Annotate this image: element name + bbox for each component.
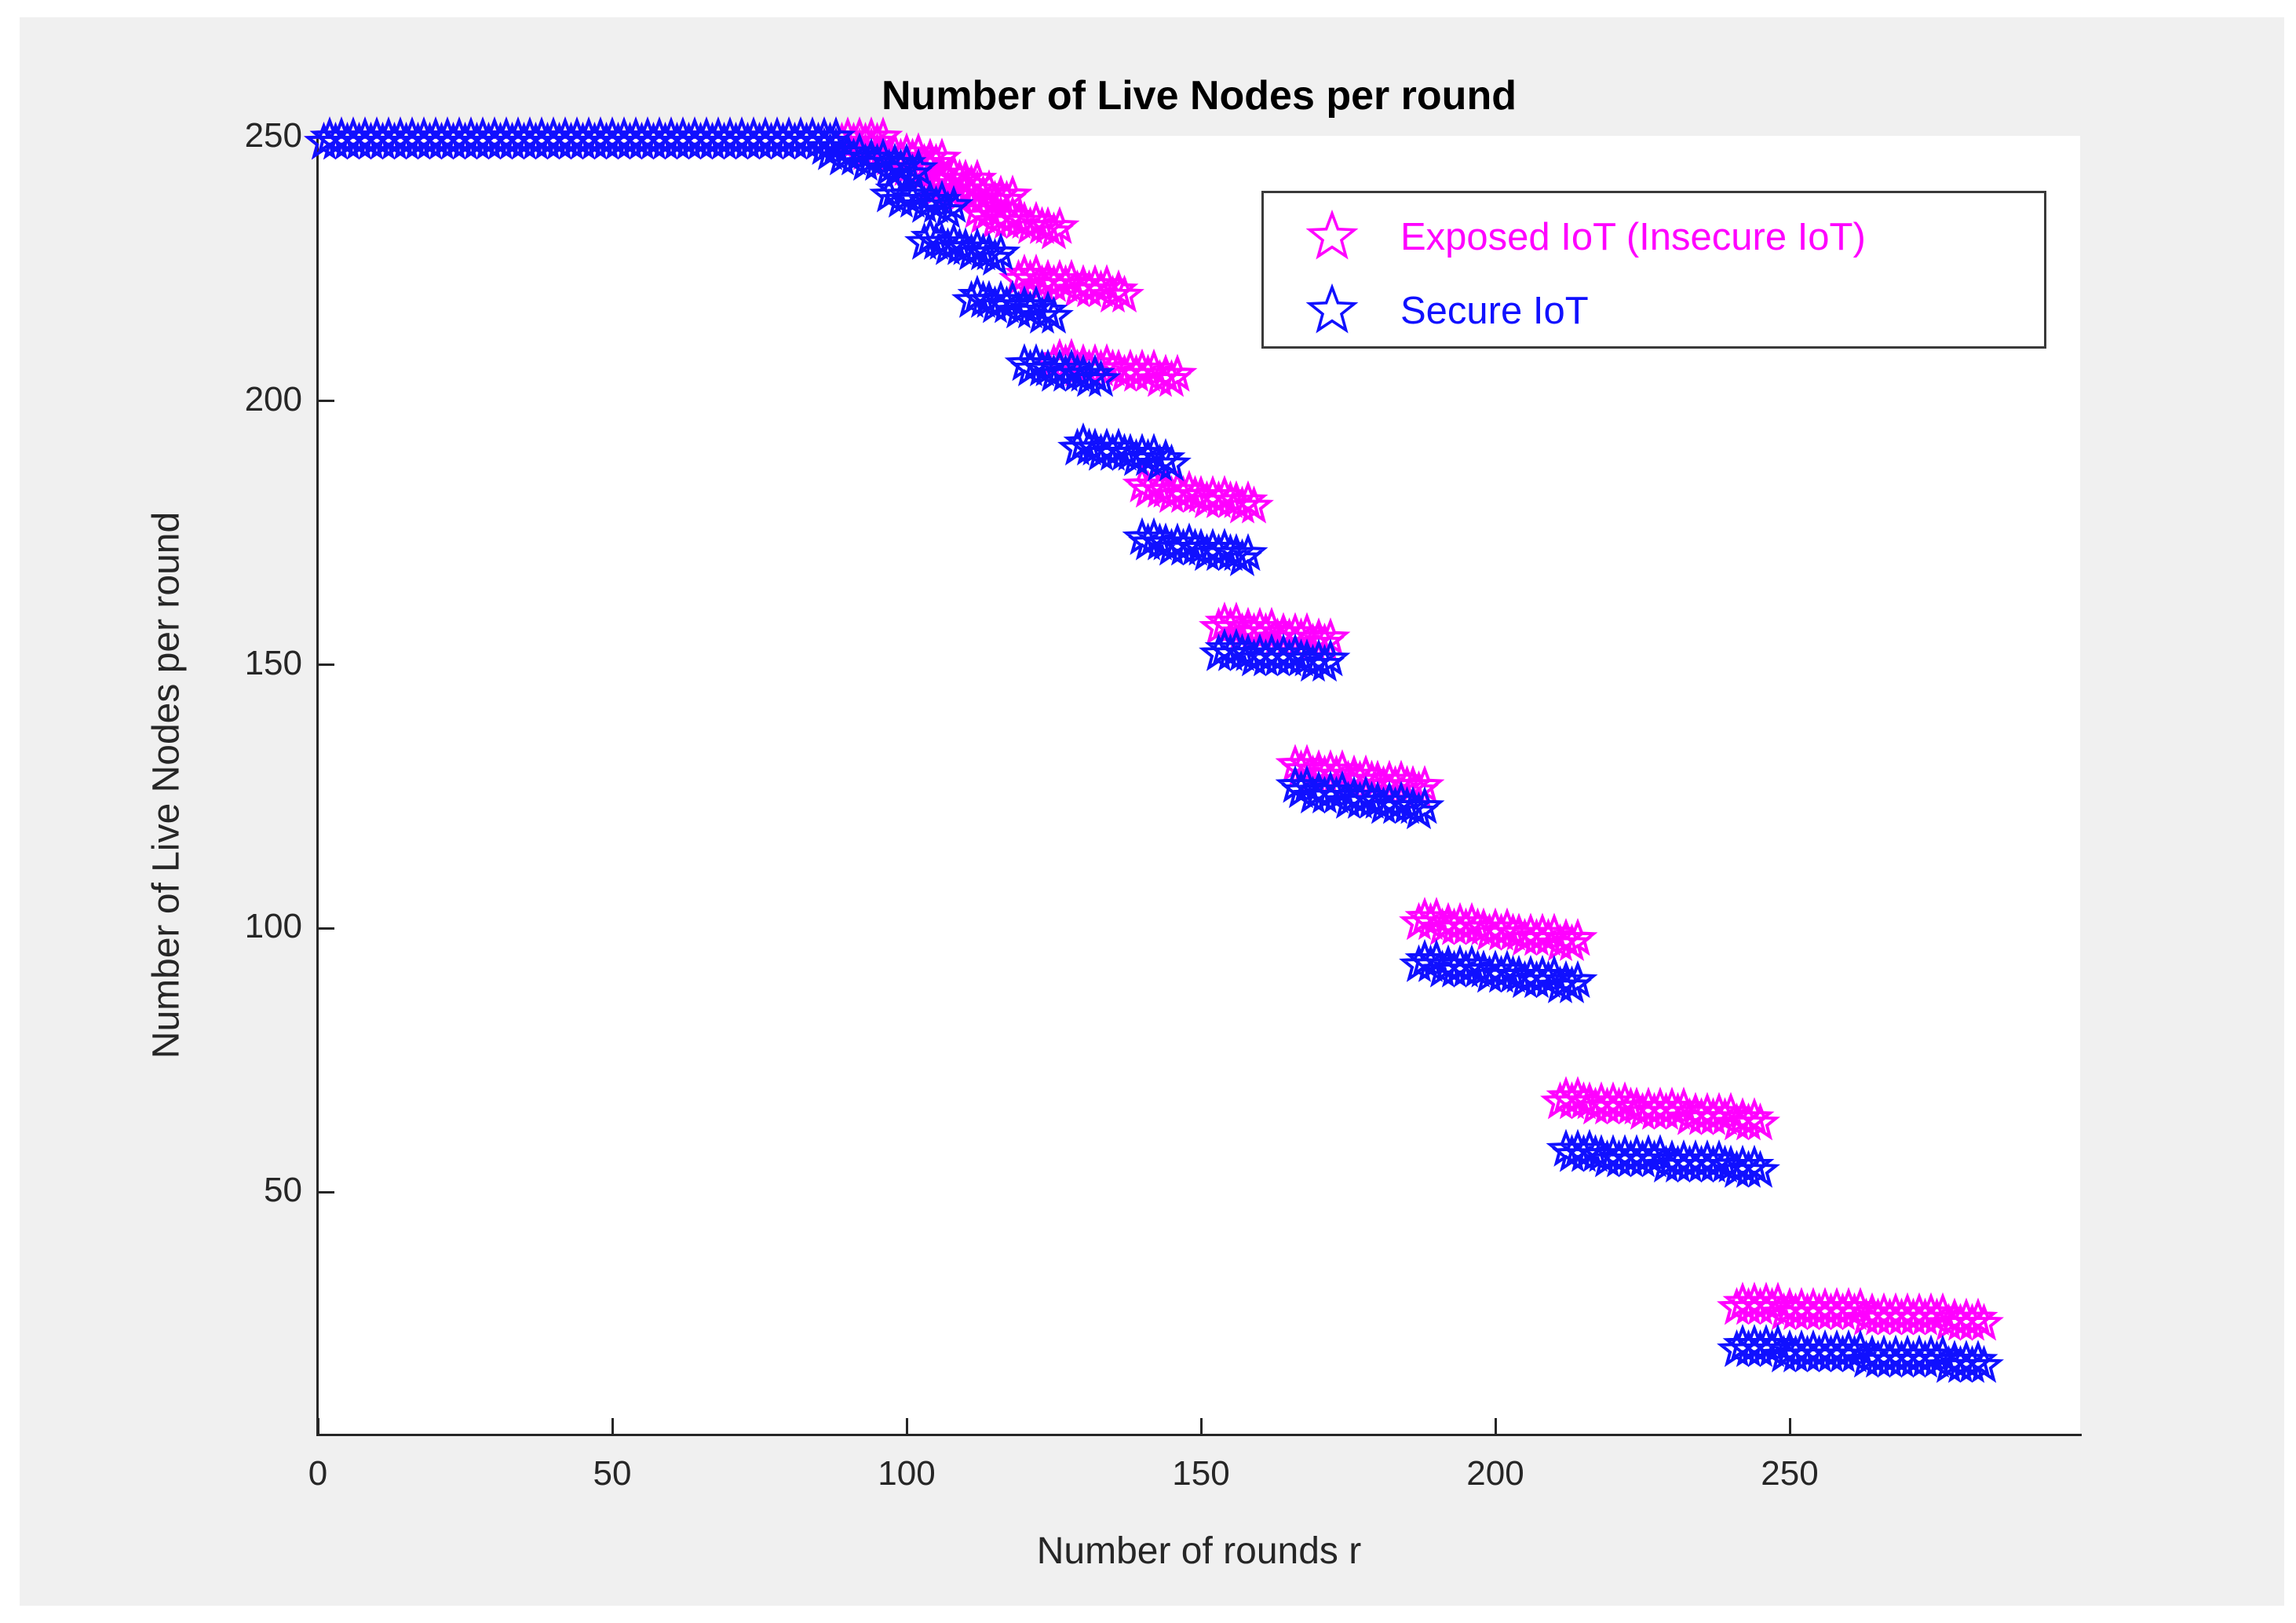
x-tick-mark: [316, 1418, 319, 1434]
pentagram-marker-icon: [1305, 210, 1359, 260]
legend-label: Exposed IoT (Insecure IoT): [1400, 216, 1866, 258]
x-axis-line: [316, 1434, 2082, 1436]
y-tick-label: 250: [244, 116, 302, 155]
x-tick-mark: [1199, 1418, 1203, 1434]
y-tick-mark: [319, 663, 334, 666]
x-tick-label: 200: [1466, 1454, 1524, 1493]
legend-box: Exposed IoT (Insecure IoT) Secure IoT: [1261, 191, 2046, 349]
x-axis-label: Number of rounds r: [1036, 1530, 1362, 1572]
x-tick-label: 50: [593, 1454, 632, 1493]
y-tick-mark: [319, 400, 334, 403]
y-tick-mark: [319, 1190, 334, 1193]
x-tick-label: 0: [308, 1454, 328, 1493]
y-tick-label: 200: [244, 379, 302, 419]
legend-item-exposed-iot: Exposed IoT (Insecure IoT): [1264, 199, 2044, 275]
y-tick-mark: [319, 927, 334, 930]
x-tick-label: 150: [1172, 1454, 1230, 1493]
y-tick-label: 100: [244, 907, 302, 946]
x-tick-mark: [1494, 1418, 1497, 1434]
chart-title: Number of Live Nodes per round: [882, 73, 1517, 119]
y-tick-label: 50: [264, 1171, 302, 1209]
x-tick-mark: [905, 1418, 908, 1434]
x-tick-mark: [611, 1418, 614, 1434]
x-tick-label: 250: [1761, 1454, 1819, 1493]
secure-iot-markers: [304, 116, 2004, 1384]
x-tick-mark: [1788, 1418, 1791, 1434]
pentagram-marker-icon: [1305, 283, 1359, 334]
plot-area: [318, 136, 2080, 1434]
x-tick-label: 100: [878, 1454, 936, 1493]
y-axis-line: [316, 136, 319, 1436]
legend-label: Secure IoT: [1400, 290, 1589, 332]
y-tick-label: 150: [244, 643, 302, 682]
legend-item-secure-iot: Secure IoT: [1264, 273, 2044, 349]
